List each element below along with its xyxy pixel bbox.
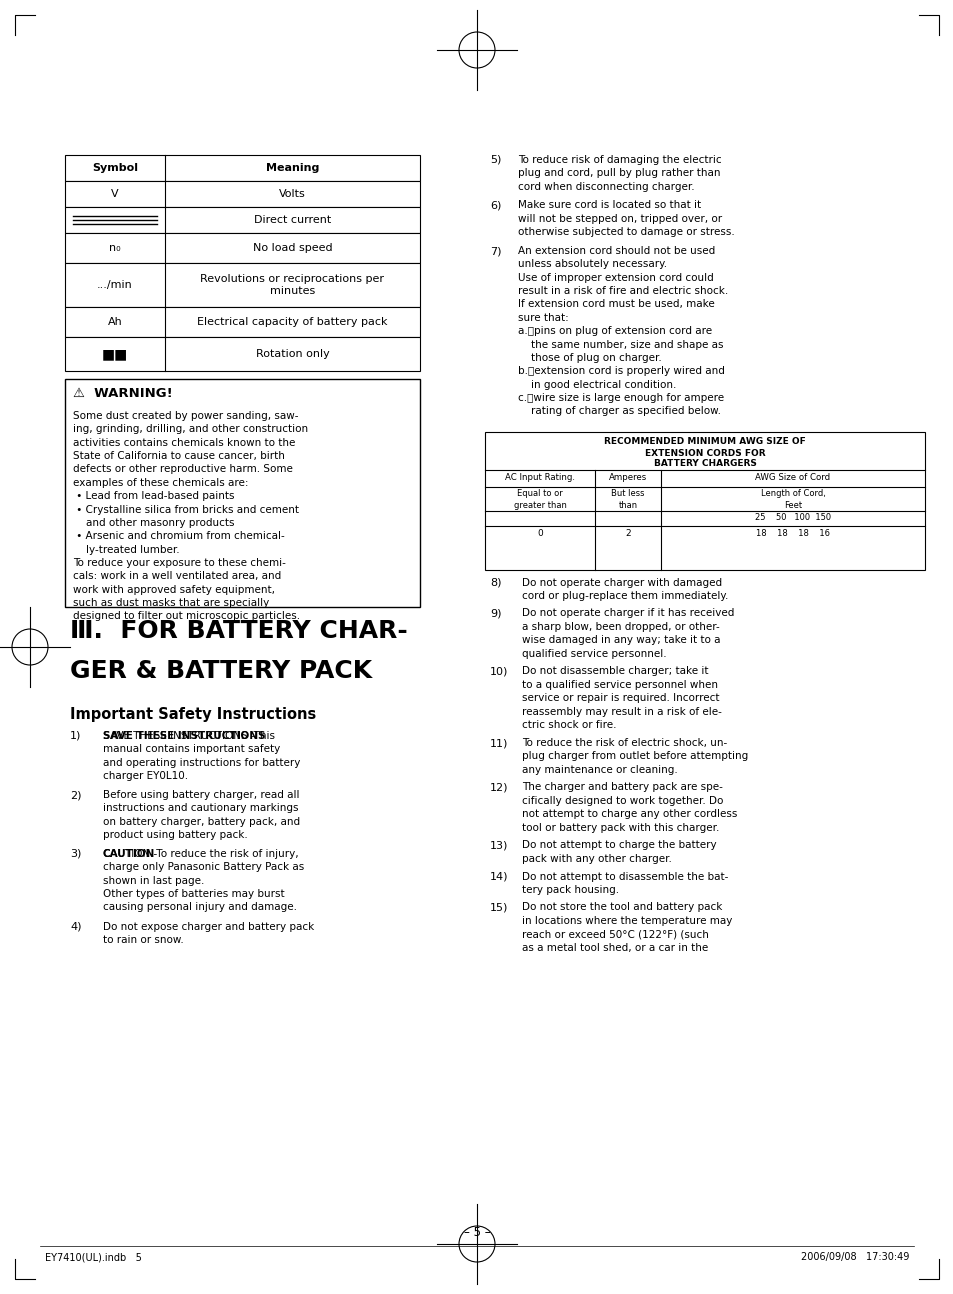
- Text: To reduce the risk of electric shock, un-
plug charger from outlet before attemp: To reduce the risk of electric shock, un…: [521, 738, 747, 775]
- Text: Length of Cord,
Feet: Length of Cord, Feet: [760, 489, 824, 510]
- Text: Do not operate charger with damaged
cord or plug-replace them immediately.: Do not operate charger with damaged cord…: [521, 577, 727, 600]
- Text: Volts: Volts: [279, 189, 306, 199]
- Text: Direct current: Direct current: [253, 215, 331, 225]
- Text: EY7410(UL).indb   5: EY7410(UL).indb 5: [45, 1253, 142, 1262]
- Text: Symbol: Symbol: [91, 163, 138, 173]
- Text: 2006/09/08   17:30:49: 2006/09/08 17:30:49: [800, 1253, 908, 1262]
- Text: 0: 0: [537, 529, 542, 538]
- Text: 25    50   100  150: 25 50 100 150: [754, 514, 830, 523]
- Text: Do not disassemble charger; take it
to a qualified service personnel when
servic: Do not disassemble charger; take it to a…: [521, 666, 721, 730]
- Text: AWG Size of Cord: AWG Size of Cord: [755, 472, 830, 481]
- Text: – 5 –: – 5 –: [463, 1225, 490, 1238]
- Text: Do not operate charger if it has received
a sharp blow, been dropped, or other-
: Do not operate charger if it has receive…: [521, 608, 734, 659]
- Bar: [65, 155, 419, 181]
- Text: ■■: ■■: [102, 347, 128, 361]
- Text: RECOMMENDED MINIMUM AWG SIZE OF: RECOMMENDED MINIMUM AWG SIZE OF: [603, 437, 805, 446]
- Text: n₀: n₀: [109, 243, 121, 254]
- Text: GER & BATTERY PACK: GER & BATTERY PACK: [70, 659, 372, 683]
- Text: 4): 4): [70, 921, 81, 932]
- Text: Do not expose charger and battery pack
to rain or snow.: Do not expose charger and battery pack t…: [103, 921, 314, 945]
- Text: 10): 10): [490, 666, 508, 677]
- Text: ⚠  WARNING!: ⚠ WARNING!: [73, 387, 172, 400]
- Text: Ah: Ah: [108, 317, 122, 327]
- Text: But less
than: But less than: [611, 489, 644, 510]
- Text: 18    18    18    16: 18 18 18 16: [755, 529, 829, 538]
- Text: An extension cord should not be used
unless absolutely necessary.
Use of imprope: An extension cord should not be used unl…: [517, 246, 727, 417]
- Text: .../min: .../min: [97, 280, 132, 290]
- Text: 5): 5): [490, 155, 501, 166]
- Bar: [65, 336, 419, 371]
- Text: Before using battery charger, read all
instructions and cautionary markings
on b: Before using battery charger, read all i…: [103, 791, 300, 840]
- Text: The charger and battery pack are spe-
cifically designed to work together. Do
no: The charger and battery pack are spe- ci…: [521, 783, 737, 832]
- Text: 8): 8): [490, 577, 501, 587]
- Text: Do not store the tool and battery pack
in locations where the temperature may
re: Do not store the tool and battery pack i…: [521, 902, 732, 952]
- Text: Equal to or
greater than: Equal to or greater than: [513, 489, 566, 510]
- Text: 1): 1): [70, 731, 81, 741]
- Text: AC Input Rating.: AC Input Rating.: [504, 472, 575, 481]
- Bar: [65, 379, 419, 607]
- Text: Do not attempt to disassemble the bat-
tery pack housing.: Do not attempt to disassemble the bat- t…: [521, 871, 727, 895]
- Text: SAVE THESE INSTRUCTIONS: SAVE THESE INSTRUCTIONS: [103, 731, 265, 741]
- Text: Amperes: Amperes: [608, 472, 646, 481]
- Text: No load speed: No load speed: [253, 243, 332, 254]
- Text: 6): 6): [490, 201, 501, 211]
- Text: Rotation only: Rotation only: [255, 349, 329, 358]
- Text: Some dust created by power sanding, saw-
ing, grinding, drilling, and other cons: Some dust created by power sanding, saw-…: [73, 411, 308, 621]
- Text: 15): 15): [490, 902, 508, 912]
- Text: Electrical capacity of battery pack: Electrical capacity of battery pack: [197, 317, 387, 327]
- Bar: [65, 263, 419, 307]
- Text: Do not attempt to charge the battery
pack with any other charger.: Do not attempt to charge the battery pac…: [521, 841, 716, 864]
- Text: Make sure cord is located so that it
will not be stepped on, tripped over, or
ot: Make sure cord is located so that it wil…: [517, 201, 734, 237]
- Bar: [65, 181, 419, 207]
- Text: Revolutions or reciprocations per
minutes: Revolutions or reciprocations per minute…: [200, 273, 384, 296]
- Text: BATTERY CHARGERS: BATTERY CHARGERS: [653, 459, 756, 468]
- Bar: [65, 233, 419, 263]
- Text: Important Safety Instructions: Important Safety Instructions: [70, 707, 315, 722]
- Text: CAUTION -To reduce the risk of injury,
charge only Panasonic Battery Pack as
sho: CAUTION -To reduce the risk of injury, c…: [103, 849, 304, 912]
- Text: 2): 2): [70, 791, 81, 800]
- Text: 7): 7): [490, 246, 501, 256]
- Bar: [65, 207, 419, 233]
- Text: 12): 12): [490, 783, 508, 792]
- Text: 11): 11): [490, 738, 508, 748]
- Bar: [65, 307, 419, 336]
- Text: SAVE THESE INSTRUCTIONS -This
manual contains important safety
and operating ins: SAVE THESE INSTRUCTIONS -This manual con…: [103, 731, 300, 782]
- Text: 2: 2: [624, 529, 630, 538]
- Text: Meaning: Meaning: [266, 163, 319, 173]
- Text: 13): 13): [490, 841, 508, 850]
- Text: 3): 3): [70, 849, 81, 859]
- Text: V: V: [112, 189, 119, 199]
- Bar: [484, 431, 924, 569]
- Text: To reduce risk of damaging the electric
plug and cord, pull by plug rather than
: To reduce risk of damaging the electric …: [517, 155, 720, 192]
- Text: 14): 14): [490, 871, 508, 881]
- Text: CAUTION: CAUTION: [103, 849, 155, 859]
- Text: EXTENSION CORDS FOR: EXTENSION CORDS FOR: [644, 449, 764, 458]
- Text: Ⅲ.  FOR BATTERY CHAR-: Ⅲ. FOR BATTERY CHAR-: [70, 619, 407, 643]
- Text: 9): 9): [490, 608, 501, 619]
